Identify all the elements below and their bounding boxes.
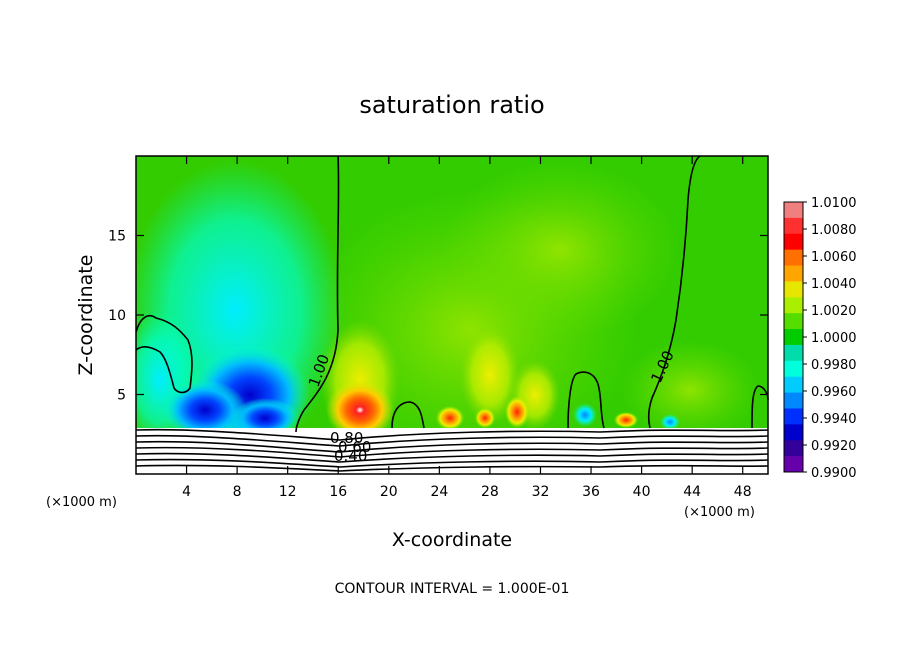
y-tick-label: 5 (117, 388, 126, 404)
contour-1.00-left-pocket (135, 314, 193, 394)
x-tick-label: 8 (233, 484, 242, 500)
lime-region (440, 160, 680, 340)
colorbar-label: 1.0020 (811, 304, 857, 319)
contour-1.00-bump (567, 371, 605, 429)
colorbar-label: 1.0100 (811, 196, 857, 211)
colorbar-label: 1.0060 (811, 250, 857, 265)
contour-label: 0.80 (330, 429, 363, 447)
orange-region (614, 412, 638, 428)
contour-band-line (135, 458, 769, 468)
colorbar-swatch (784, 408, 803, 425)
contour-band-line (135, 464, 769, 472)
contour-lines (135, 155, 769, 472)
colorbar-swatch (784, 440, 803, 457)
colorbar-label: 0.9920 (811, 439, 857, 454)
colorbar-swatch (784, 202, 803, 219)
colorbar-swatch (784, 265, 803, 282)
colorbar-swatch (784, 297, 803, 314)
contour-label: 0.60 (338, 438, 371, 456)
colorbar-swatch (784, 392, 803, 409)
x-tick-label: 12 (279, 484, 297, 500)
x-tick-label: 28 (481, 484, 499, 500)
contour-1.00-left-column (295, 155, 340, 433)
contour-interval-note: CONTOUR INTERVAL = 1.000E-01 (335, 581, 570, 597)
x-tick-label: 40 (633, 484, 651, 500)
x-tick-label: 32 (532, 484, 550, 500)
colorbar-label: 1.0040 (811, 277, 857, 292)
contour-band-line (135, 446, 769, 458)
colorbar-swatch (784, 424, 803, 441)
contour-label: 0.40 (334, 447, 367, 465)
x-tick-label: 44 (683, 484, 701, 500)
colorbar-swatch (784, 360, 803, 378)
chart-title: saturation ratio (359, 91, 544, 119)
orange-region (436, 406, 464, 430)
contour-band-line (135, 434, 769, 447)
heatmap-field (136, 156, 768, 474)
orange-region (505, 396, 529, 428)
x-axis-label: X-coordinate (392, 529, 512, 551)
x-unit-label-left: (×1000 m) (46, 495, 117, 510)
contour-band-line (135, 452, 769, 463)
contour-1.00-right-column (647, 155, 701, 429)
contour-band-line (135, 428, 769, 441)
colorbar: 1.0100 1.0080 1.0060 1.0040 1.0020 1.0000 0.99… (783, 196, 857, 481)
x-unit-label-right: (×1000 m) (684, 505, 755, 520)
colorbar-swatch (784, 281, 803, 298)
colorbar-swatch (784, 329, 803, 346)
yellow-region (460, 325, 520, 425)
y-axis-label: Z-coordinate (75, 255, 97, 376)
colorbar-swatch (784, 217, 803, 235)
contour-1.00-bump (391, 401, 425, 429)
colorbar-swatch (784, 456, 803, 473)
colorbar-swatch (784, 249, 803, 267)
colorbar-swatch (784, 344, 803, 362)
x-tick-label: 4 (182, 484, 191, 500)
y-tick-label: 10 (108, 308, 126, 324)
colorbar-label: 1.0000 (811, 331, 857, 346)
x-tick-label: 20 (380, 484, 398, 500)
x-tick-label: 36 (582, 484, 600, 500)
x-axis-ticks: 4 8 12 16 20 24 28 32 36 40 44 48 (182, 156, 752, 500)
y-axis-ticks: 5 10 15 (108, 229, 768, 404)
lime-region (620, 340, 760, 440)
colorbar-label: 0.9960 (811, 385, 857, 400)
x-tick-label: 48 (734, 484, 752, 500)
y-tick-label: 15 (108, 229, 126, 245)
blue-region (163, 380, 247, 440)
x-tick-label: 16 (329, 484, 347, 500)
orange-region (475, 408, 495, 428)
colorbar-label: 1.0080 (811, 223, 857, 238)
red-region (326, 380, 394, 440)
colorbar-swatch (784, 376, 803, 394)
cyan-region (573, 403, 597, 427)
colorbar-label: 0.9980 (811, 358, 857, 373)
colorbar-swatch (784, 233, 803, 251)
colorbar-swatch (784, 313, 803, 330)
colorbar-label: 0.9900 (811, 466, 857, 481)
x-tick-label: 24 (430, 484, 448, 500)
contour-band-line (135, 440, 769, 453)
colorbar-label: 0.9940 (811, 412, 857, 427)
cyan-region (660, 414, 680, 430)
